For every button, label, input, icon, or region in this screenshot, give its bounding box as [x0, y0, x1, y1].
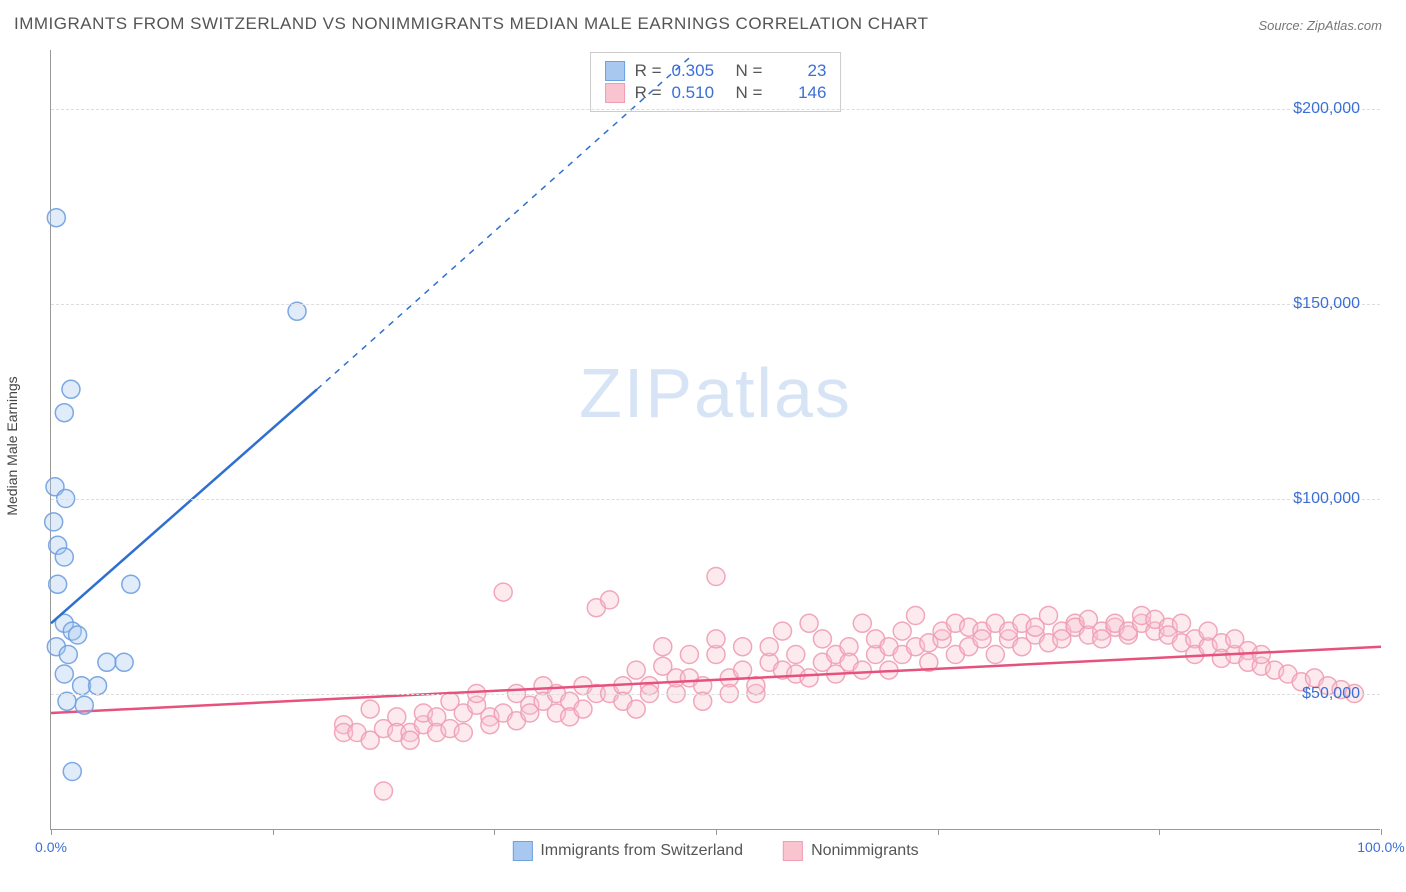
legend-label: Immigrants from Switzerland [540, 842, 743, 860]
data-point [55, 404, 73, 422]
source-prefix: Source: [1258, 18, 1306, 33]
gridline [51, 304, 1380, 305]
y-tick-label: $200,000 [1293, 100, 1360, 118]
gridline [51, 694, 1380, 695]
data-point [800, 614, 818, 632]
data-point [800, 669, 818, 687]
correlation-chart: IMMIGRANTS FROM SWITZERLAND VS NONIMMIGR… [0, 0, 1406, 892]
data-point [1252, 646, 1270, 664]
data-point [813, 630, 831, 648]
data-point [59, 646, 77, 664]
bottom-legend: Immigrants from Switzerland Nonimmigrant… [512, 841, 918, 861]
data-point [853, 614, 871, 632]
data-point [401, 731, 419, 749]
data-point [1040, 607, 1058, 625]
data-point [601, 591, 619, 609]
gridline [51, 109, 1380, 110]
legend-swatch-icon [512, 841, 532, 861]
source-name: ZipAtlas.com [1307, 18, 1382, 33]
data-point [973, 630, 991, 648]
data-point [787, 646, 805, 664]
data-point [62, 380, 80, 398]
chart-title: IMMIGRANTS FROM SWITZERLAND VS NONIMMIGR… [14, 14, 929, 34]
legend-item: Immigrants from Switzerland [512, 841, 743, 861]
data-point [853, 661, 871, 679]
data-point [654, 638, 672, 656]
data-point [58, 692, 76, 710]
x-tick [494, 829, 495, 835]
y-tick-label: $150,000 [1293, 295, 1360, 313]
plot-area: ZIPatlas R = 0.305 N = 23 R = 0.510 N = … [50, 50, 1380, 830]
data-point [115, 653, 133, 671]
x-tick [273, 829, 274, 835]
x-tick [51, 829, 52, 835]
gridline [51, 499, 1380, 500]
y-axis-label: Median Male Earnings [4, 376, 20, 515]
x-tick [938, 829, 939, 835]
data-point [288, 302, 306, 320]
y-tick-label: $100,000 [1293, 490, 1360, 508]
data-point [375, 782, 393, 800]
data-point [694, 692, 712, 710]
data-point [907, 607, 925, 625]
source-label: Source: ZipAtlas.com [1258, 18, 1382, 33]
y-tick-label: $50,000 [1302, 685, 1360, 703]
data-point [986, 646, 1004, 664]
data-point [707, 568, 725, 586]
legend-item: Nonimmigrants [783, 841, 919, 861]
data-point [893, 622, 911, 640]
data-point [63, 763, 81, 781]
x-tick [1381, 829, 1382, 835]
data-point [734, 638, 752, 656]
data-point [122, 575, 140, 593]
data-point [707, 630, 725, 648]
data-point [574, 700, 592, 718]
data-point [454, 724, 472, 742]
plot-svg [51, 50, 1380, 829]
data-point [774, 622, 792, 640]
data-point [98, 653, 116, 671]
data-point [494, 583, 512, 601]
x-tick-label: 0.0% [35, 839, 67, 855]
data-point [760, 638, 778, 656]
data-point [49, 575, 67, 593]
data-point [45, 513, 63, 531]
data-point [55, 548, 73, 566]
data-point [55, 665, 73, 683]
data-point [47, 209, 65, 227]
x-tick [716, 829, 717, 835]
data-point [69, 626, 87, 644]
regression-line [51, 389, 317, 623]
legend-label: Nonimmigrants [811, 842, 919, 860]
data-point [1173, 614, 1191, 632]
data-point [89, 677, 107, 695]
x-tick-label: 100.0% [1357, 839, 1404, 855]
legend-swatch-icon [783, 841, 803, 861]
data-point [680, 646, 698, 664]
data-point [627, 661, 645, 679]
data-point [75, 696, 93, 714]
data-point [734, 661, 752, 679]
data-point [361, 700, 379, 718]
data-point [627, 700, 645, 718]
x-tick [1159, 829, 1160, 835]
